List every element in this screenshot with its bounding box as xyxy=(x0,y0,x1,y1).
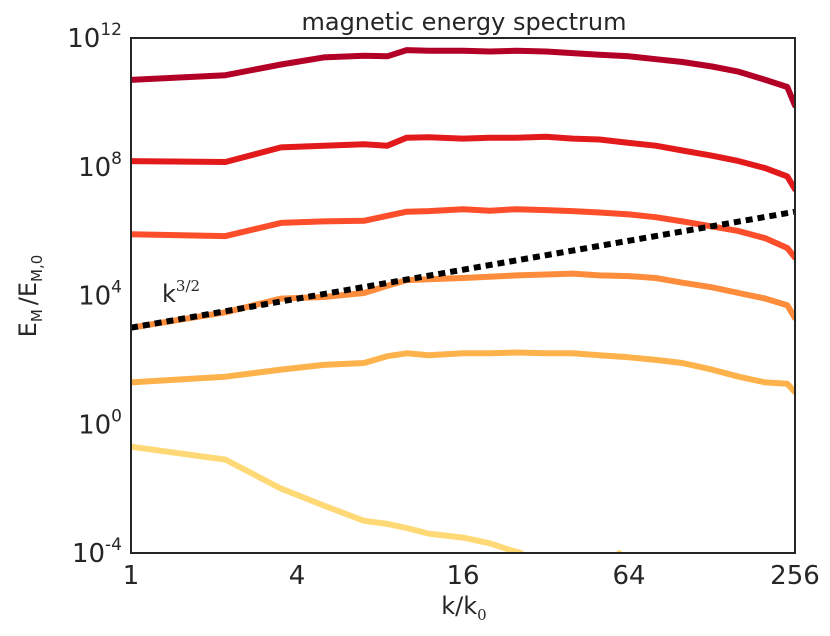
y-axis-label: EM/EM,0 xyxy=(14,255,46,338)
y-axis-label-sub2: M,0 xyxy=(28,255,46,282)
x-axis-label-sub: 0 xyxy=(477,606,487,624)
y-axis-label-slash: / xyxy=(14,296,42,305)
y-tick-label-1: 1012 xyxy=(67,20,122,54)
x-tick-label-2: 4 xyxy=(289,561,306,591)
x-axis-label-main: k/k xyxy=(441,592,477,620)
series-line-1 xyxy=(131,47,795,109)
y-axis-label-main2: E xyxy=(14,282,42,297)
series-line-5 xyxy=(131,349,795,396)
x-tick-label-1: 1 xyxy=(123,561,140,591)
series-layer xyxy=(131,47,795,553)
y-tick-label-2: 108 xyxy=(78,149,122,183)
series-line-6 xyxy=(131,443,525,553)
y-axis-label-sub: M xyxy=(28,309,46,322)
annotation-base: k xyxy=(162,280,176,308)
plot-background xyxy=(131,38,795,553)
series-line-7 xyxy=(616,550,623,553)
y-tick-label-3: 104 xyxy=(78,278,122,312)
x-tick-label-4: 64 xyxy=(612,561,645,591)
reference-line-k32 xyxy=(131,208,795,331)
chart-title: magnetic energy spectrum xyxy=(301,8,626,36)
y-tick-label-4: 100 xyxy=(78,406,122,440)
series-line-2 xyxy=(131,133,795,193)
svg-text:EM/EM,0: EM/EM,0 xyxy=(14,255,46,338)
annotation-k32: k3/2 xyxy=(162,277,200,308)
y-tick-label-5: 10-4 xyxy=(72,535,122,569)
y-axis-label-main: E xyxy=(14,322,42,337)
annotation-exp: 3/2 xyxy=(176,277,200,295)
x-tick-label-5: 256 xyxy=(770,561,820,591)
series-line-3 xyxy=(131,206,795,261)
plot-frame xyxy=(130,37,796,554)
x-tick-label-3: 16 xyxy=(446,561,479,591)
x-axis-label: k/k0 xyxy=(441,592,486,624)
x-tick-labels: 1 4 16 64 256 xyxy=(123,561,820,591)
series-line-4 xyxy=(131,270,795,331)
y-tick-labels: 1012 108 104 100 10-4 xyxy=(67,20,122,569)
